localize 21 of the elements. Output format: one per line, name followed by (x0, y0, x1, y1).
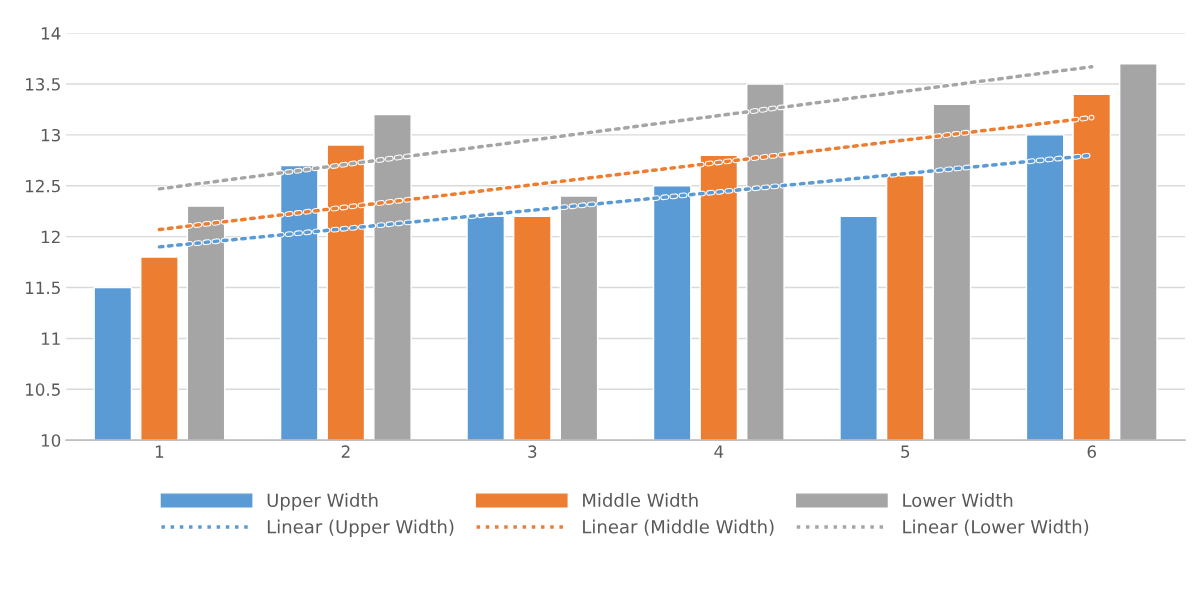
legend-label: Middle Width (583, 493, 698, 508)
x-tick-label: 1 (155, 445, 164, 458)
y-tick-label: 13 (41, 128, 60, 142)
x-tick-label: 4 (714, 445, 724, 458)
legend-label: Lower Width (903, 493, 1013, 508)
y-tick-label: 10.5 (26, 383, 60, 396)
y-tick-label: 11.5 (26, 281, 60, 295)
y-tick-label: 11 (41, 332, 60, 345)
y-tick-label: 13.5 (26, 78, 60, 91)
x-tick-label: 3 (528, 445, 537, 458)
legend-label: Linear (Middle Width) (583, 519, 774, 536)
x-tick-label: 5 (901, 445, 910, 458)
legend-label: Upper Width (267, 493, 378, 511)
legend-label: Linear (Upper Width) (267, 519, 454, 538)
x-tick-label: 6 (1087, 445, 1096, 458)
y-tick-label: 10 (41, 434, 61, 447)
legend-label: Linear (Lower Width) (903, 519, 1089, 536)
x-tick-label: 2 (341, 445, 350, 458)
y-tick-label: 12.5 (26, 179, 60, 193)
y-tick-label: 14 (41, 27, 61, 40)
y-tick-label: 12 (41, 230, 60, 244)
